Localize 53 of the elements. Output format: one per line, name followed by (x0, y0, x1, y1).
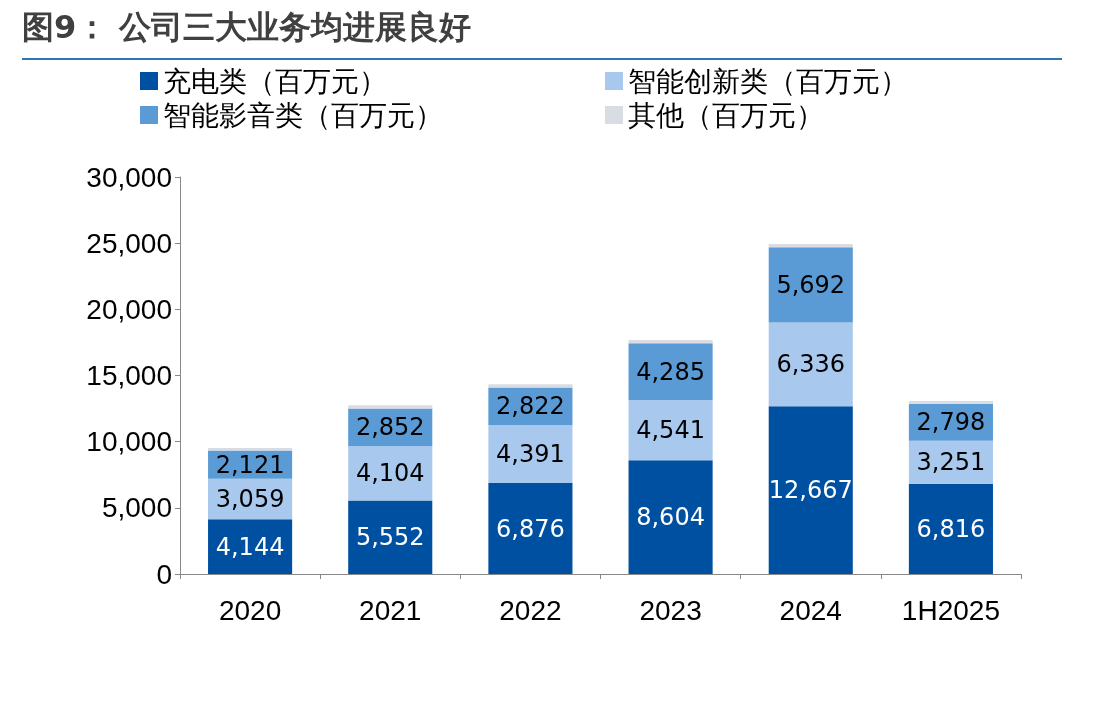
bar (348, 500, 433, 574)
bar (488, 424, 573, 484)
bar (628, 460, 713, 574)
data-label: 8,604 (636, 503, 705, 532)
data-label: 4,285 (636, 357, 705, 386)
y-tick-label: 25,000 (86, 227, 172, 259)
bar (488, 384, 573, 388)
bar (208, 519, 293, 574)
bar (768, 247, 853, 323)
data-label: 2,852 (355, 413, 425, 442)
data-label: 3,251 (916, 448, 986, 477)
y-tick-label: 0 (156, 558, 172, 590)
data-label: 4,541 (636, 416, 705, 445)
x-tick-label: 2021 (359, 594, 422, 626)
legend-label: 充电类（百万元） (163, 64, 387, 98)
bar (768, 243, 853, 248)
bar (348, 405, 433, 409)
x-tick-label: 1H2025 (901, 594, 1000, 626)
bar (208, 447, 293, 451)
data-label: 6,876 (496, 514, 565, 543)
x-tick-label: 2020 (218, 594, 282, 626)
x-tick-label: 2022 (499, 594, 562, 626)
data-label: 3,059 (215, 484, 285, 513)
data-label: 5,552 (355, 523, 425, 552)
legend-label: 智能影音类（百万元） (163, 98, 443, 132)
bar (348, 446, 433, 501)
data-label: 6,816 (916, 514, 986, 543)
data-label: 2,798 (916, 408, 986, 437)
y-tick-label: 10,000 (86, 426, 172, 458)
bar (768, 406, 853, 574)
y-tick-label: 30,000 (86, 161, 172, 193)
y-tick-label: 5,000 (101, 492, 172, 524)
legend-label: 智能创新类（百万元） (628, 64, 908, 98)
data-label: 2,822 (496, 392, 565, 421)
y-tick-label: 20,000 (86, 293, 172, 325)
data-label: 2,121 (215, 450, 285, 479)
data-label: 4,104 (355, 459, 425, 488)
data-label: 12,667 (768, 476, 853, 505)
bar (908, 483, 993, 574)
data-label: 6,336 (776, 350, 846, 379)
bar (768, 322, 853, 407)
chart-title: 图9： 公司三大业务均进展良好 (22, 6, 1062, 60)
legend-label: 其他（百万元） (628, 98, 824, 132)
bar (628, 400, 713, 461)
data-label: 5,692 (776, 270, 846, 299)
y-tick-label: 15,000 (86, 360, 172, 391)
bar (628, 340, 713, 344)
x-tick-label: 2023 (639, 594, 702, 626)
data-label: 4,391 (496, 439, 565, 468)
bar (908, 401, 993, 404)
bar (488, 483, 573, 574)
data-label: 4,144 (215, 532, 285, 561)
x-tick-label: 2024 (779, 594, 842, 626)
